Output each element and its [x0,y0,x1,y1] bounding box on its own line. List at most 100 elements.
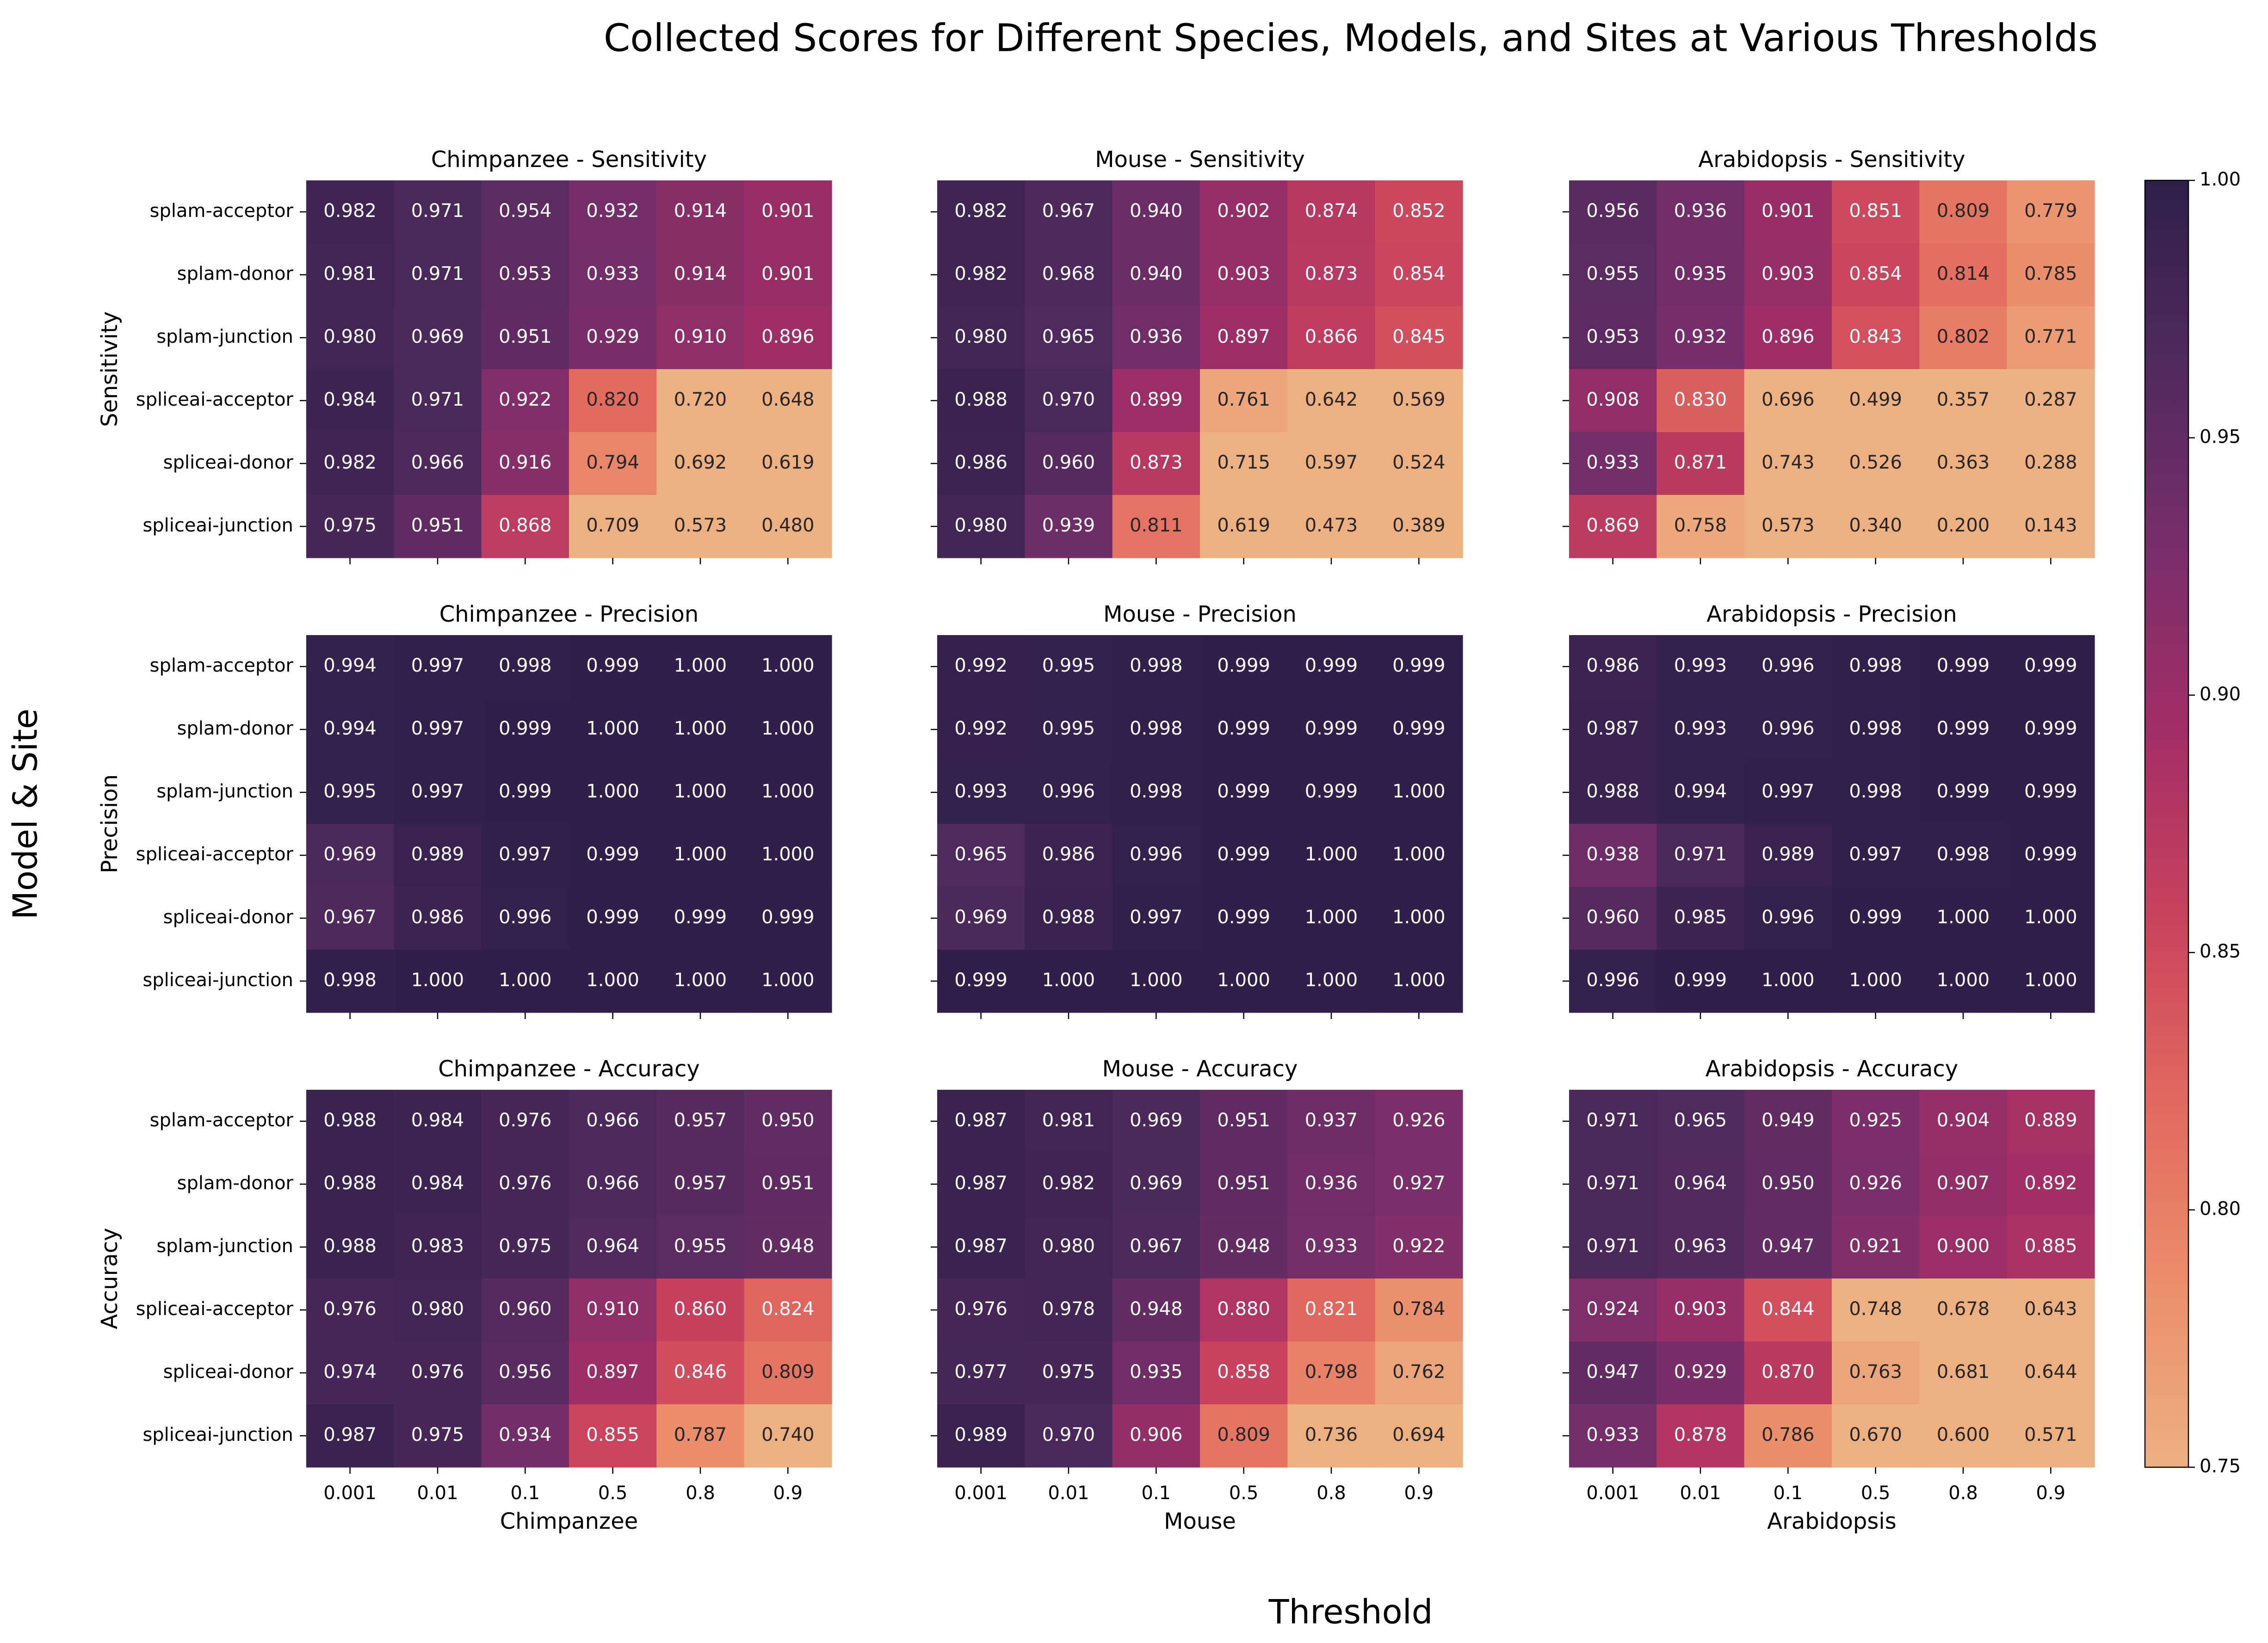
cell-value-label: 0.994 [323,718,377,739]
heatmap-cell [1025,950,1113,1013]
heatmap-cell [1375,1404,1463,1468]
cell-value-label: 1.000 [1392,844,1446,865]
heatmap-cell [306,950,394,1013]
heatmap-cell [481,887,569,950]
cell-value-label: 0.696 [1761,389,1815,410]
heatmap-cell [1025,1279,1113,1342]
heatmap-cell [1656,306,1745,370]
heatmap-cell [937,761,1025,824]
cell-value-label: 0.969 [954,907,1007,928]
cell-value-label: 1.000 [499,970,552,991]
heatmap-cell [2007,1153,2095,1216]
cell-value-label: 0.998 [1130,655,1183,676]
cell-value-label: 0.969 [1130,1173,1183,1194]
heatmap-cell [1200,824,1288,887]
x-tick-label: 0.9 [1404,1482,1434,1504]
heatmap-cell [1656,495,1745,558]
cell-value-label: 0.974 [323,1361,377,1383]
cell-value-label: 0.934 [499,1424,552,1445]
heatmap-cell [306,698,394,761]
heatmap-cell [1112,635,1200,698]
heatmap-cell [937,887,1025,950]
cell-value-label: 0.964 [1674,1173,1727,1194]
heatmap-cell [1744,950,1832,1013]
heatmap-cell [2007,1279,2095,1342]
heatmap-cell [1832,306,1920,370]
cell-value-label: 0.994 [323,655,377,676]
heatmap-cell [1200,306,1288,370]
cell-value-label: 0.694 [1392,1424,1446,1445]
cell-value-label: 0.809 [1937,200,1990,222]
x-tick-label: 0.001 [1586,1482,1639,1504]
cell-value-label: 0.715 [1217,452,1270,473]
cell-value-label: 0.999 [586,655,639,676]
cell-value-label: 0.854 [1849,263,1902,284]
heatmap-cell [1656,1341,1745,1405]
cell-value-label: 0.997 [1849,844,1902,865]
heatmap-cell [1200,495,1288,558]
cell-value-label: 0.998 [1937,844,1990,865]
cell-value-label: 0.526 [1849,452,1902,473]
heatmap-cell [656,369,745,432]
heatmap-cell [744,180,832,244]
heatmap-panel: Arabidopsis - Sensitivity 0.956 0.936 0.901… [1563,147,2095,564]
x-tick-label: 0.8 [1316,1482,1346,1504]
cell-value-label: 0.976 [411,1361,464,1383]
heatmap-cell [1287,950,1376,1013]
cell-value-label: 0.975 [323,515,377,536]
cell-value-label: 0.843 [1849,326,1902,347]
cell-value-label: 0.692 [674,452,727,473]
heatmap-cell [937,824,1025,887]
x-tick-label: 0.1 [1142,1482,1171,1504]
cell-value-label: 1.000 [1937,907,1990,928]
cell-value-label: 1.000 [1849,970,1902,991]
cell-value-label: 0.951 [1217,1173,1270,1194]
heatmap-cell [394,1216,482,1279]
cell-value-label: 0.811 [1130,515,1183,536]
cell-value-label: 0.984 [323,389,377,410]
heatmap-cell [306,1404,394,1468]
cell-value-label: 0.997 [499,844,552,865]
heatmap-cell [1656,950,1745,1013]
heatmap-cell [1375,1341,1463,1405]
cell-value-label: 0.903 [1761,263,1815,284]
heatmap-cell [1919,369,2008,432]
cell-value-label: 0.986 [954,452,1007,473]
cell-value-label: 0.998 [1849,655,1902,676]
cell-value-label: 0.287 [2024,389,2077,410]
heatmap-cell [656,1216,745,1279]
heatmap-panel: Arabidopsis - Accuracy 0.971 0.965 0.949 0.9… [1563,1056,2095,1534]
heatmap-cell [1200,1341,1288,1405]
heatmap-cell [1744,1216,1832,1279]
heatmap-cell [569,1090,657,1153]
cell-value-label: 0.896 [1761,326,1815,347]
colorbar: 0.75 0.80 0.85 0.90 0.95 1.00 [2144,169,2241,1477]
cell-value-label: 0.965 [1674,1110,1727,1131]
heatmap-cell [1112,887,1200,950]
heatmap-cell [569,1216,657,1279]
heatmap-cell [1656,887,1745,950]
cell-value-label: 0.936 [1674,200,1727,222]
heatmap-cell [1744,495,1832,558]
species-axis-label: Chimpanzee [500,1508,638,1534]
heatmap-cell [1112,432,1200,495]
cell-value-label: 0.999 [1305,781,1358,802]
cell-value-label: 0.922 [1392,1235,1446,1257]
x-tick-label: 0.001 [954,1482,1007,1504]
heatmap-cell [394,1279,482,1342]
heatmap-cell [481,1341,569,1405]
heatmap-cell [656,698,745,761]
heatmap-cell [394,698,482,761]
species-axis-label: Arabidopsis [1767,1508,1896,1534]
heatmap-cell [1287,1404,1376,1468]
heatmap-cell [306,369,394,432]
heatmap-cell [1287,432,1376,495]
colorbar-tick-label: 0.95 [2200,426,2241,447]
heatmap-cell [306,243,394,307]
cell-value-label: 0.968 [1042,263,1095,284]
cell-value-label: 0.999 [761,907,815,928]
heatmap-cell [1832,1279,1920,1342]
heatmap-cell [1112,243,1200,307]
cell-value-label: 0.970 [1042,1424,1095,1445]
x-tick-label: 0.5 [1229,1482,1259,1504]
